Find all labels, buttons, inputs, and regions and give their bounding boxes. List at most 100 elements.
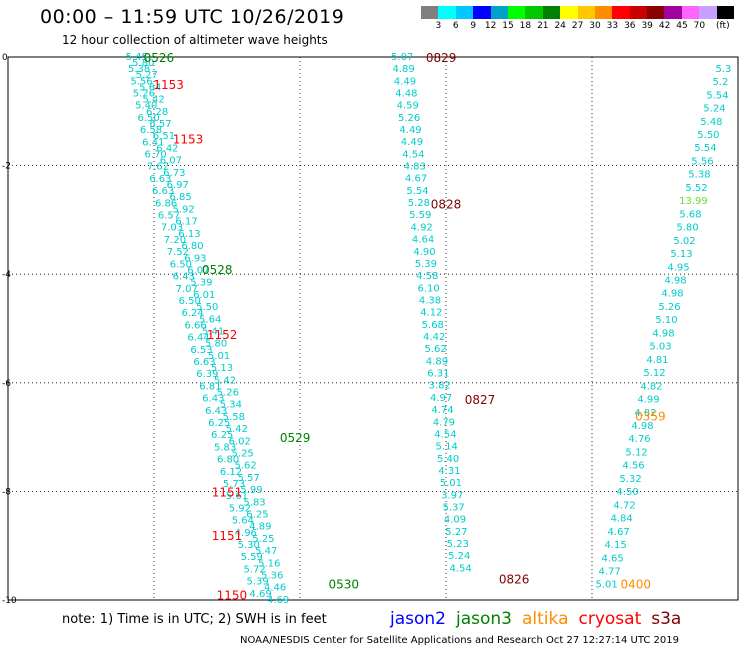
wave-height-value: 4.97 [430,393,452,404]
wave-height-value: 5.01 [440,478,462,489]
wave-height-value: 4.84 [610,514,632,525]
wave-height-value: 4.82 [634,408,656,419]
wave-height-value: 5.83 [243,497,265,508]
wave-height-value: 5.02 [673,236,695,247]
footer-credit: NOAA/NESDIS Center for Satellite Applica… [240,635,679,646]
color-swatch [681,6,700,19]
wave-height-value: 5.62 [234,461,256,472]
wave-height-value: 5.42 [214,375,236,386]
color-swatch [542,6,561,19]
lat-tick-label: -2 [2,162,11,172]
wave-height-value: 6.01 [193,290,215,301]
wave-height-value: 5.3 [715,64,731,75]
wave-height-value: 5.12 [625,447,647,458]
wave-height-value: 4.90 [413,247,435,258]
wave-height-value: 4.50 [616,487,638,498]
wave-height-value: 5.54 [706,90,728,101]
wave-height-value: 6.13 [178,229,200,240]
wave-height-value: 4.67 [607,527,629,538]
wave-height-value: 5.01 [208,351,230,362]
color-scale-tick: (ft) [716,21,730,31]
color-swatch [716,6,735,19]
wave-height-value: 6.57 [149,119,171,130]
wave-height-value: 5.13 [670,249,692,260]
wave-height-value: 5.47 [255,546,277,557]
color-swatch [507,6,526,19]
color-scale-tick: 12 [484,21,497,31]
color-scale-tick: 6 [452,21,459,31]
wave-height-value: 6.44 [187,333,209,344]
wave-height-value: 5.41 [202,326,224,337]
wave-height-value: 6.07 [160,156,182,167]
wave-height-value: 6.25 [211,430,233,441]
wave-height-value: 5.34 [220,400,242,411]
legend-entry-altika: altika [522,609,569,629]
color-scale-tick: 27 [571,21,584,31]
track-time-label: 0827 [465,393,496,407]
wave-height-value: 5.57 [237,473,259,484]
page-subtitle: 12 hour collection of altimeter wave hei… [62,33,328,47]
wave-height-value: 5.92 [229,503,251,514]
wave-height-value: 6.43 [173,272,195,283]
wave-height-value: 6.24 [182,308,204,319]
wave-height-value: 4.49 [399,125,421,136]
wave-height-value: 6.43 [202,394,224,405]
track-time-label: 0526 [144,51,175,65]
wave-height-value: 5.99 [240,485,262,496]
wave-height-value: 4.15 [604,540,626,551]
wave-height-value: 6.50 [137,113,159,124]
wave-height-value: 6.93 [184,253,206,264]
wave-height-value: 4.83 [404,162,426,173]
wave-height-value: 5.64 [139,82,161,93]
wave-height-value: 5.32 [619,474,641,485]
wave-height-value: 5.42 [143,95,165,106]
wave-height-value: 5.68 [679,209,701,220]
track-time-label: 0530 [329,578,360,592]
wave-height-value: 5.30 [238,540,260,551]
wave-height-value: 6.73 [163,168,185,179]
wave-height-value: 5.62 [424,344,446,355]
wave-height-value: 6.41 [142,137,164,148]
wave-height-value: 5.92 [172,204,194,215]
wave-height-value: 4.65 [601,553,623,564]
color-swatch [490,6,508,19]
color-scale-bar [421,6,735,19]
track-time-label: 0829 [426,51,457,65]
wave-height-value: 5.37 [443,503,465,514]
wave-height-value: 5.13 [211,363,233,374]
wave-height-value: 4.69 [249,589,271,600]
wave-height-value: 5.48 [700,117,722,128]
wave-height-value: 5.16 [258,558,280,569]
wave-height-value: 5.27 [136,70,158,81]
wave-height-value: 6.17 [175,217,197,228]
wave-height-value: 4.89 [249,522,271,533]
wave-height-value: 6.12 [220,467,242,478]
color-swatch [525,6,543,19]
wave-height-value: 7.20 [164,235,186,246]
wave-height-value: 4.49 [401,137,423,148]
wave-height-value: 5.36 [261,571,283,582]
wave-height-value: 5.56 [691,156,713,167]
wave-height-value: 5.54 [406,186,428,197]
color-scale-tick: 9 [470,21,477,31]
wave-height-value: 5.59 [241,552,263,563]
track-time-label: 0528 [202,263,233,277]
wave-height-value: 4.12 [420,308,442,319]
wave-height-value: 5.38 [688,170,710,181]
wave-height-value: 5.52 [685,183,707,194]
wave-height-value: 6.51 [153,131,175,142]
wave-height-value: 4.81 [646,355,668,366]
color-scale-tick: 3 [435,21,442,31]
lat-tick-label: 0 [2,53,8,63]
color-scale-tick: 30 [589,21,601,31]
color-swatch [438,6,456,19]
wave-height-value: 6.43 [205,406,227,417]
track-time-label: 1151 [212,485,243,499]
wave-height-value: 6.02 [229,436,251,447]
wave-height-value: 5.10 [655,315,677,326]
color-scale-tick: 36 [624,21,636,31]
wave-height-value: 4.56 [622,461,644,472]
wave-height-value: 5.25 [232,448,254,459]
wave-height-value: 4.76 [628,434,650,445]
color-swatch [612,6,630,19]
